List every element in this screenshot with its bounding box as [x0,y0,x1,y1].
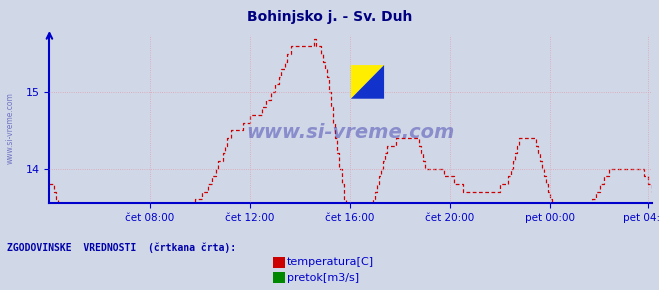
Text: www.si-vreme.com: www.si-vreme.com [5,92,14,164]
Text: www.si-vreme.com: www.si-vreme.com [246,123,455,142]
Text: pretok[m3/s]: pretok[m3/s] [287,273,358,282]
Polygon shape [351,65,384,99]
Text: ZGODOVINSKE  VREDNOSTI  (črtkana črta):: ZGODOVINSKE VREDNOSTI (črtkana črta): [7,243,236,253]
Text: temperatura[C]: temperatura[C] [287,258,374,267]
Text: Bohinjsko j. - Sv. Duh: Bohinjsko j. - Sv. Duh [247,10,412,24]
Polygon shape [351,65,384,99]
